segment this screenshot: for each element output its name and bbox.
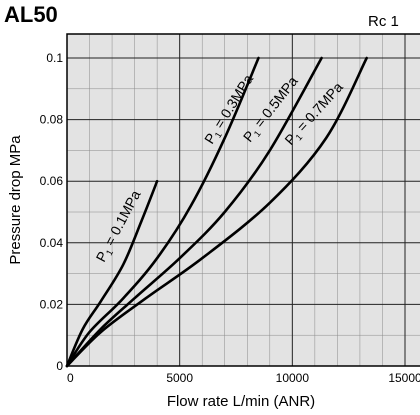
x-tick-label: 5000 xyxy=(166,371,193,385)
chart-title: AL50 xyxy=(4,2,58,27)
series-line xyxy=(65,56,260,368)
y-tick-label: 0.06 xyxy=(40,174,64,188)
y-tick-label: 0.1 xyxy=(46,51,63,65)
y-axis-label: Pressure drop MPa xyxy=(7,135,24,265)
x-tick-label: 10000 xyxy=(276,371,310,385)
y-tick-label: 0 xyxy=(56,359,63,373)
y-tick-label: 0.08 xyxy=(40,113,64,127)
series-line xyxy=(65,179,159,368)
plot-area xyxy=(67,34,420,366)
x-tick-label: 15000 xyxy=(388,371,420,385)
series-line xyxy=(65,56,323,368)
x-tick-label: 0 xyxy=(67,371,74,385)
plot-frame xyxy=(66,33,420,367)
x-axis-label: Flow rate L/min (ANR) xyxy=(167,393,315,410)
y-tick-label: 0.04 xyxy=(40,236,64,250)
port-size-label: Rc 1 xyxy=(368,13,399,30)
series-line xyxy=(65,56,368,368)
y-tick-label: 0.02 xyxy=(40,297,64,311)
